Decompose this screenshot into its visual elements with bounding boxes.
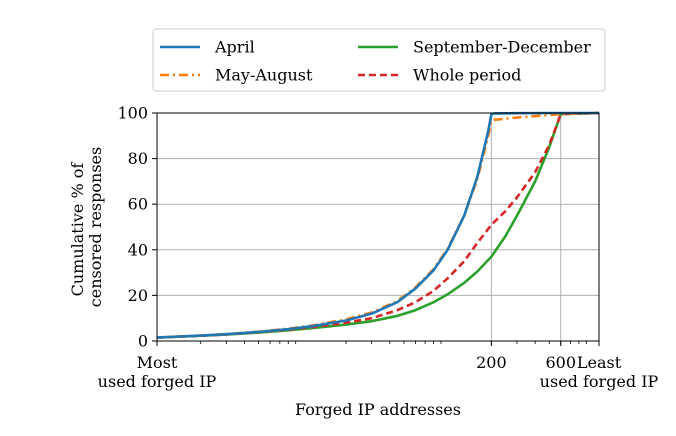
x-tick-label-line: used forged IP — [98, 372, 217, 391]
series-line-whole-period — [156, 111, 600, 339]
y-axis-label: Cumulative % of censored responses — [68, 147, 105, 307]
y-tick-label: 80 — [128, 149, 148, 168]
y-axis-label-line-1: Cumulative % of — [68, 162, 87, 297]
plot-frame — [156, 112, 600, 342]
x-tick-label: 200 — [476, 353, 507, 372]
x-tick-label-line: 200 — [476, 353, 507, 372]
series-line-september-december — [156, 111, 600, 339]
x-tick-label-line: Most — [137, 353, 178, 372]
series-layer — [156, 111, 600, 339]
legend-label: Whole period — [413, 66, 521, 85]
legend-label: September-December — [413, 38, 591, 57]
y-axis-label-line-2: censored responses — [86, 147, 105, 307]
series-line-may-august — [156, 111, 600, 339]
x-tick-label: 600 — [545, 353, 576, 372]
plot-area — [156, 112, 600, 342]
legend-label: May-August — [215, 66, 313, 85]
x-tick-label-line: Least — [577, 353, 622, 372]
y-tick-label: 20 — [128, 286, 148, 305]
legend-entries: April May-August September-December Whole p… — [160, 38, 591, 85]
y-tick-label: 60 — [128, 195, 148, 214]
y-tick-label: 100 — [117, 104, 148, 123]
legend: April May-August September-December Whole p… — [152, 28, 606, 92]
x-tick-label: Most used forged IP — [98, 353, 217, 391]
x-tick-label-line: 600 — [545, 353, 576, 372]
legend-label: April — [214, 38, 255, 57]
y-tick-label: 0 — [138, 332, 148, 351]
x-tick-label: Least used forged IP — [540, 353, 659, 391]
x-axis-label: Forged IP addresses — [295, 400, 461, 419]
series-line-april — [156, 111, 599, 339]
y-tick-label: 40 — [128, 240, 148, 259]
x-tick-label-line: used forged IP — [540, 372, 659, 391]
grid-layer — [157, 112, 599, 342]
legend-box — [152, 28, 606, 92]
